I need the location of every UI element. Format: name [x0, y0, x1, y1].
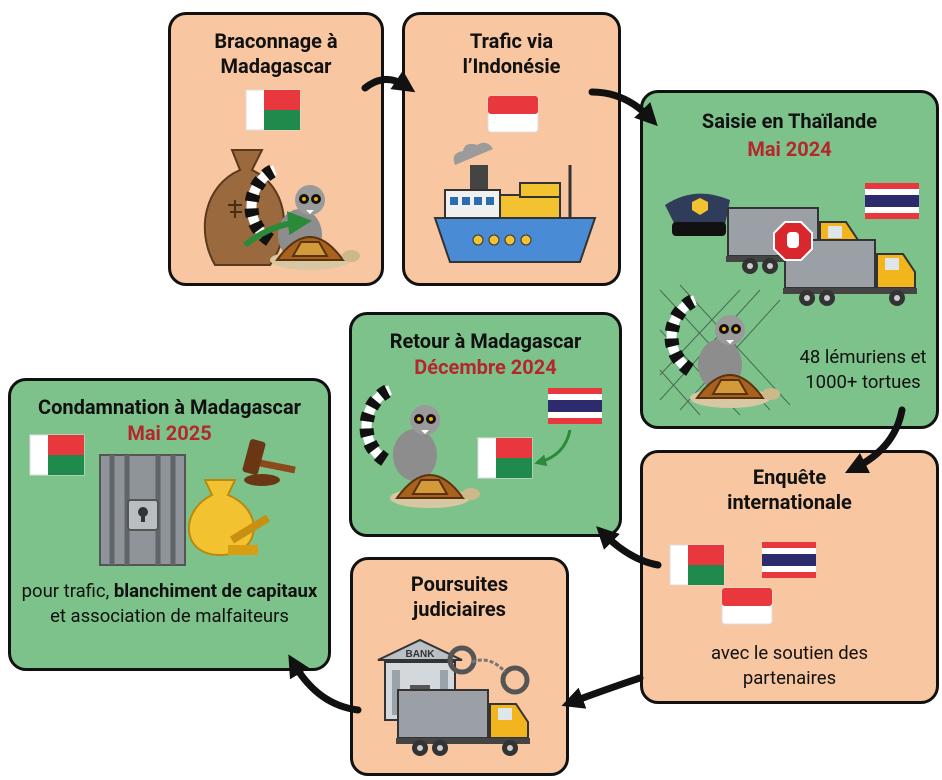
text-part-bold: blanchiment de capitaux — [113, 580, 318, 602]
step-title: Retour à Madagascar — [389, 329, 582, 353]
bank-sign: BANK — [406, 649, 436, 660]
step-title: Condamnation à Madagascar — [37, 395, 302, 419]
step-date: Décembre 2024 — [414, 355, 557, 379]
step-title: Saisie en Thaïlande — [701, 109, 878, 133]
step-text: pour trafic, blanchiment de capitaux et … — [21, 579, 318, 629]
flow-arrows — [288, 70, 906, 714]
step-title: Poursuites judiciaires — [410, 572, 509, 621]
step-text: 48 lémuriens et 1000+ tortues — [799, 346, 927, 393]
step-title: Braconnage à Madagascar — [214, 29, 338, 78]
step-title: Trafic via l’Indonésie — [462, 29, 561, 78]
step-date: Mai 2025 — [127, 421, 212, 445]
step-text: avec le soutien des partenaires — [710, 642, 868, 689]
text-part: et association de malfaiteurs — [50, 605, 289, 627]
text-part: pour trafic, — [21, 580, 114, 602]
step-date: Mai 2024 — [747, 137, 832, 161]
step-title: Enquête internationale — [727, 465, 852, 514]
